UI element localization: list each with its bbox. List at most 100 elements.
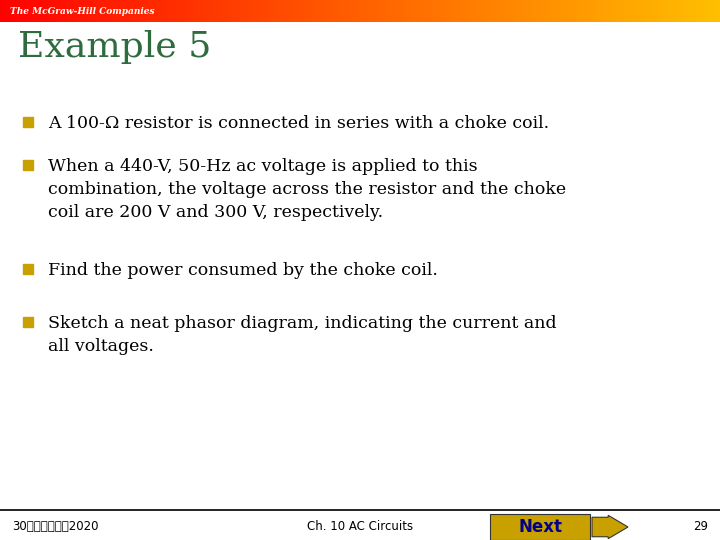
Bar bbox=[254, 0, 257, 22]
Bar bbox=[612, 0, 614, 22]
Bar bbox=[110, 0, 113, 22]
Bar bbox=[146, 0, 149, 22]
Bar bbox=[475, 0, 477, 22]
Bar bbox=[571, 0, 574, 22]
Bar bbox=[634, 0, 636, 22]
Bar bbox=[281, 0, 283, 22]
Bar bbox=[55, 0, 58, 22]
Bar bbox=[240, 0, 243, 22]
Bar bbox=[36, 0, 38, 22]
Bar bbox=[351, 0, 353, 22]
Bar bbox=[297, 0, 300, 22]
Bar bbox=[7, 0, 9, 22]
Bar bbox=[554, 0, 557, 22]
Bar bbox=[50, 0, 53, 22]
Bar bbox=[660, 0, 662, 22]
Bar bbox=[24, 0, 27, 22]
Bar bbox=[94, 0, 96, 22]
Text: When a 440-V, 50-Hz ac voltage is applied to this
combination, the voltage acros: When a 440-V, 50-Hz ac voltage is applie… bbox=[48, 158, 566, 221]
Bar bbox=[218, 0, 221, 22]
Bar bbox=[257, 0, 259, 22]
Bar bbox=[403, 0, 405, 22]
Bar bbox=[74, 0, 77, 22]
Bar bbox=[346, 0, 348, 22]
Bar bbox=[631, 0, 634, 22]
Bar bbox=[650, 0, 653, 22]
Bar bbox=[117, 0, 120, 22]
Bar bbox=[29, 0, 31, 22]
Bar bbox=[132, 0, 135, 22]
Bar bbox=[518, 0, 521, 22]
Bar bbox=[576, 0, 578, 22]
Bar bbox=[535, 0, 538, 22]
Bar bbox=[333, 0, 336, 22]
Bar bbox=[531, 0, 533, 22]
Bar bbox=[394, 0, 396, 22]
Bar bbox=[430, 0, 432, 22]
Bar bbox=[204, 0, 207, 22]
Bar bbox=[122, 0, 125, 22]
Bar bbox=[398, 0, 401, 22]
Bar bbox=[619, 0, 621, 22]
Bar bbox=[655, 0, 657, 22]
Bar bbox=[427, 0, 430, 22]
Bar bbox=[523, 0, 526, 22]
Bar bbox=[559, 0, 562, 22]
Bar bbox=[14, 0, 17, 22]
Bar bbox=[583, 0, 585, 22]
Text: 30ココココココ2020: 30ココココココ2020 bbox=[12, 520, 99, 533]
Bar bbox=[470, 0, 473, 22]
Bar bbox=[459, 0, 461, 22]
Bar bbox=[348, 0, 351, 22]
Bar bbox=[662, 0, 665, 22]
Bar bbox=[115, 0, 117, 22]
Bar bbox=[319, 0, 322, 22]
Bar bbox=[17, 0, 19, 22]
Bar bbox=[547, 0, 549, 22]
Bar bbox=[135, 0, 137, 22]
Bar bbox=[185, 0, 187, 22]
Bar bbox=[451, 0, 454, 22]
Bar bbox=[139, 0, 142, 22]
Bar bbox=[264, 0, 266, 22]
Bar bbox=[675, 0, 677, 22]
Bar bbox=[369, 0, 372, 22]
Bar bbox=[279, 0, 281, 22]
Text: The McGraw-Hill Companies: The McGraw-Hill Companies bbox=[10, 6, 155, 16]
Bar bbox=[708, 0, 711, 22]
Bar bbox=[101, 0, 103, 22]
Bar bbox=[679, 0, 682, 22]
Bar bbox=[302, 0, 305, 22]
Bar bbox=[245, 0, 247, 22]
Bar bbox=[466, 0, 468, 22]
Bar bbox=[379, 0, 382, 22]
Bar bbox=[549, 0, 552, 22]
Bar bbox=[230, 0, 233, 22]
Bar bbox=[603, 0, 605, 22]
Bar bbox=[79, 0, 81, 22]
Bar bbox=[312, 0, 315, 22]
Bar bbox=[482, 0, 485, 22]
Bar bbox=[81, 0, 84, 22]
Bar bbox=[423, 0, 425, 22]
Bar bbox=[252, 0, 254, 22]
Bar bbox=[329, 0, 331, 22]
Bar bbox=[468, 0, 470, 22]
Bar bbox=[336, 0, 338, 22]
Bar bbox=[266, 0, 269, 22]
Text: Sketch a neat phasor diagram, indicating the current and
all voltages.: Sketch a neat phasor diagram, indicating… bbox=[48, 315, 557, 355]
Bar bbox=[173, 0, 175, 22]
Bar bbox=[367, 0, 369, 22]
Bar bbox=[269, 0, 271, 22]
Bar bbox=[247, 0, 250, 22]
Text: A 100-Ω resistor is connected in series with a choke coil.: A 100-Ω resistor is connected in series … bbox=[48, 115, 549, 132]
Bar bbox=[526, 0, 528, 22]
Bar bbox=[513, 0, 516, 22]
Bar bbox=[360, 0, 362, 22]
Bar bbox=[552, 0, 554, 22]
Bar bbox=[149, 0, 151, 22]
Bar bbox=[540, 0, 542, 22]
Bar bbox=[125, 0, 127, 22]
Bar bbox=[456, 0, 459, 22]
Bar bbox=[156, 0, 158, 22]
